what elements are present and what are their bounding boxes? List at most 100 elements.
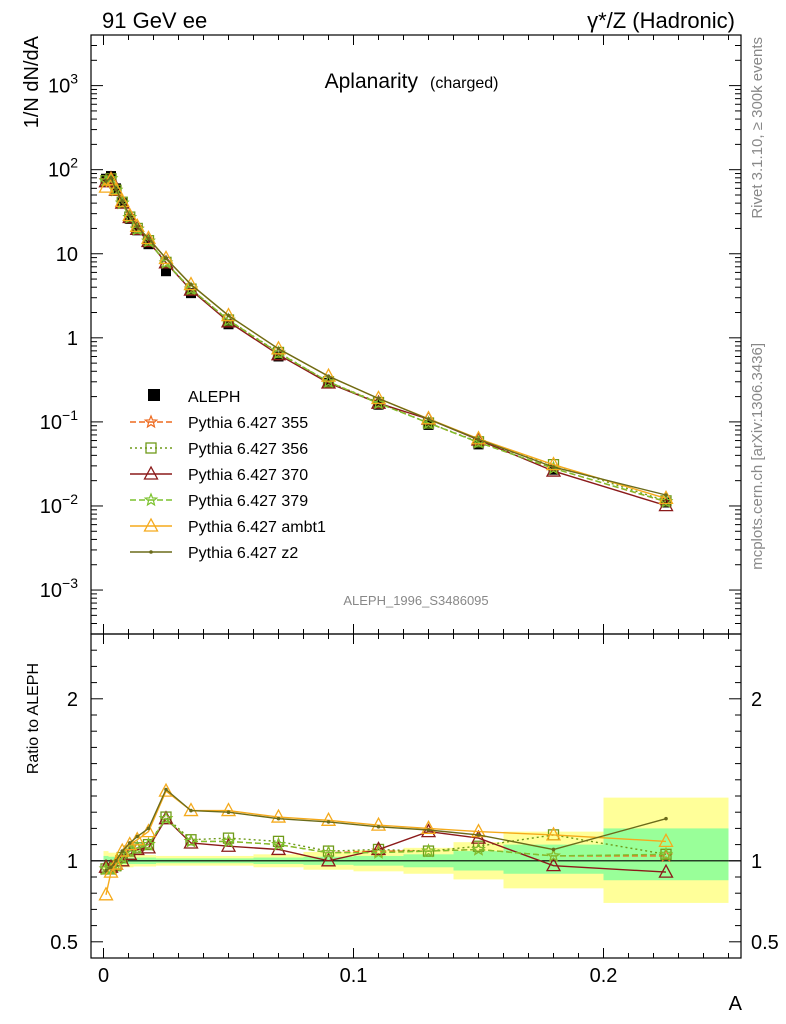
ratio-series-point [104,868,108,873]
legend-label: Pythia 6.427 370 [188,467,308,484]
series-point [476,437,481,442]
ratio-plot-panel: 0 0.1 0.2 0.5 0.5 1 1 2 2 [50,633,779,987]
aleph-data-point [373,399,384,410]
ratio-series-point [122,836,138,851]
legend-marker [143,517,159,532]
legend-label: Pythia 6.427 ambt1 [188,519,326,536]
header-left-label: 91 GeV ee [102,8,207,33]
ratio-series-point [271,836,286,851]
ratio-series-point [108,855,124,870]
y-tick-label: 103 [48,71,78,98]
ratio-series-point [320,811,337,826]
series-point [120,199,125,204]
series-point [158,255,174,270]
ratio-series-point [221,833,236,848]
legend-label: Pythia 6.427 z2 [188,545,298,562]
ratio-series-point [476,833,481,837]
ratio-series-point [226,810,231,814]
series-point [135,224,140,229]
aleph-data-point [161,266,171,277]
ratio-series-point [471,841,486,856]
ratio-series-point [272,835,285,848]
ratio-series-point [98,886,114,901]
x-tick-label: 0.1 [340,965,368,987]
ratio-series-point [141,836,156,851]
legend-label-aleph: ALEPH [188,389,240,406]
aleph-data-point [223,319,234,330]
ratio-series-point [276,816,281,821]
series-point [122,207,138,222]
ratio-y-tick-label-right: 1 [751,851,762,873]
y-tick-label: 102 [48,155,78,182]
ratio-series-point [129,840,145,855]
ratio-y-tick-label: 2 [67,689,78,711]
ratio-series-point [545,857,562,872]
ratio-xlabel: A [729,993,743,1015]
ratio-series-point [109,865,113,870]
ratio-y-tick-label-right: 2 [751,689,762,711]
series-point [426,417,431,421]
ratio-series-point [658,846,674,861]
ratio-series-point [370,841,387,856]
series-point [183,281,199,296]
ratio-band-inner [603,828,729,881]
ratio-series-point [658,863,674,878]
series-point [108,182,124,197]
series-point [276,347,281,351]
ratio-series-point [158,811,174,825]
legend-marker [149,550,153,554]
legend-marker [143,465,159,480]
ratio-series-point [127,841,132,845]
x-tick-label: 0.2 [590,965,618,987]
ratio-series-point [270,808,287,823]
plot-title: Aplanarity [325,70,419,93]
ratio-series-line [106,817,667,870]
series-point [226,313,231,318]
ratio-series-point [370,816,387,831]
aleph-data-point [273,351,284,362]
top-ylabel: 1/N dN/dA [21,35,43,128]
series-point [109,176,113,180]
series-point [270,340,287,355]
series-point [114,192,130,208]
ratio-series-point [222,832,235,844]
ratio-series-point [376,824,381,829]
ratio-series-point [551,847,556,852]
ratio-series-point [320,852,337,867]
ratio-series-point [220,802,237,817]
series-point [326,374,331,378]
ratio-y-tick-label: 0.5 [50,932,78,954]
plot-subtitle: (charged) [430,75,498,92]
series-point [129,217,145,232]
series-point [104,179,108,183]
analysis-watermark: ALEPH_1996_S3486095 [343,593,488,608]
series-point [108,181,124,196]
ratio-series-point [146,826,151,831]
series-point [103,171,119,186]
y-tick-label: 10−2 [40,491,78,518]
legend-label: Pythia 6.427 379 [188,493,308,510]
series-point [545,456,562,471]
series-point [551,465,556,469]
ratio-series-point [326,820,331,824]
ratio-series-point [472,840,485,852]
ratio-series-point [421,843,436,858]
ratio-series-point [545,826,562,841]
legend: ALEPH Pythia 6.427 355 Pythia 6.427 356 Pyt… [130,389,326,562]
y-tick-label: 10 [56,244,78,266]
mcplots-label: mcplots.cern.ch [arXiv:1306.3436] [749,343,766,570]
series-point [164,256,168,261]
series-point [658,490,674,505]
ratio-series-point [120,849,125,853]
ratio-series-point [546,848,561,863]
ratio-series-point [103,863,119,878]
ratio-series-point [114,859,118,863]
series-point [321,374,336,388]
ratio-series-point [426,828,431,832]
series-point [129,221,145,236]
header-right-label: γ*/Z (Hadronic) [587,8,735,33]
ratio-frame [90,633,742,959]
series-point [140,230,157,245]
ratio-series-point [420,820,437,835]
ratio-y-tick-label-right: 0.5 [751,932,779,954]
